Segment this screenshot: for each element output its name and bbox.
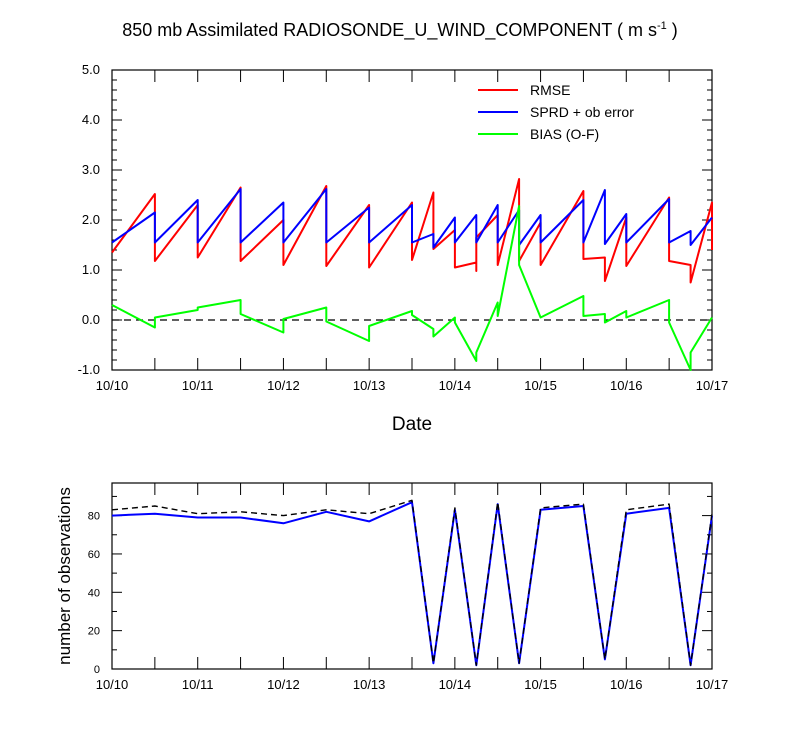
top-panel: 10/10 10/11 10/12 10/13 10/14 10/15 10/16 10/17… [78, 62, 729, 435]
bottom-frame [111, 482, 713, 670]
top-x-tick-label: 10/16 [610, 378, 643, 393]
bottom-y-axis-label: number of observations [55, 487, 74, 665]
top-y-tick-label: 5.0 [82, 62, 100, 77]
top-x-tick-label: 10/13 [353, 378, 386, 393]
top-y-tick-label: -1.0 [78, 362, 100, 377]
top-x-tick-label: 10/17 [696, 378, 729, 393]
bottom-x-tick-label: 10/10 [96, 677, 129, 692]
top-y-tick-label: 0.0 [82, 312, 100, 327]
legend-label-1: SPRD + ob error [530, 104, 634, 120]
legend-label-2: BIAS (O-F) [530, 126, 599, 142]
top-x-axis-label: Date [392, 414, 432, 435]
chart-title: 850 mb Assimilated RADIOSONDE_U_WIND_COM… [0, 20, 800, 41]
bottom-series-assimilated [111, 501, 713, 667]
top-x-tick-label: 10/15 [524, 378, 557, 393]
bottom-x-tick-label: 10/16 [610, 677, 643, 692]
top-series-bias-o-f [111, 205, 713, 371]
top-x-tick-label: 10/10 [96, 378, 129, 393]
bottom-panel: 10/10 10/11 10/12 10/13 10/14 10/15 10/16 10/17… [55, 482, 729, 692]
chart-title-close: ) [666, 20, 678, 40]
bottom-y-tick-label: 80 [88, 511, 100, 523]
top-x-tick-label: 10/14 [439, 378, 472, 393]
bottom-series-possible [111, 499, 713, 666]
bottom-x-tick-label: 10/11 [182, 677, 214, 692]
top-y-tick-label: 4.0 [82, 112, 100, 127]
top-y-tick-label: 3.0 [82, 162, 100, 177]
top-x-tick-label: 10/11 [182, 378, 214, 393]
bottom-x-tick-label: 10/13 [353, 677, 386, 692]
bottom-y-tick-label: 0 [94, 664, 100, 676]
top-x-tick-label: 10/12 [267, 378, 300, 393]
bottom-y-tick-label: 40 [88, 587, 100, 599]
top-series-sprd-ob-error [111, 188, 713, 249]
bottom-x-tick-label: 10/17 [696, 677, 729, 692]
bottom-x-tick-label: 10/15 [524, 677, 557, 692]
bottom-x-tick-label: 10/12 [267, 677, 300, 692]
chart-title-exponent: -1 [657, 20, 667, 32]
bottom-x-tick-label: 10/14 [439, 677, 472, 692]
bottom-y-tick-label: 20 [88, 626, 100, 638]
top-y-tick-label: 2.0 [82, 212, 100, 227]
legend-label-0: RMSE [530, 82, 570, 98]
bottom-y-tick-label: 60 [88, 549, 100, 561]
chart-title-text: 850 mb Assimilated RADIOSONDE_U_WIND_COM… [122, 20, 657, 40]
top-y-tick-label: 1.0 [82, 262, 100, 277]
